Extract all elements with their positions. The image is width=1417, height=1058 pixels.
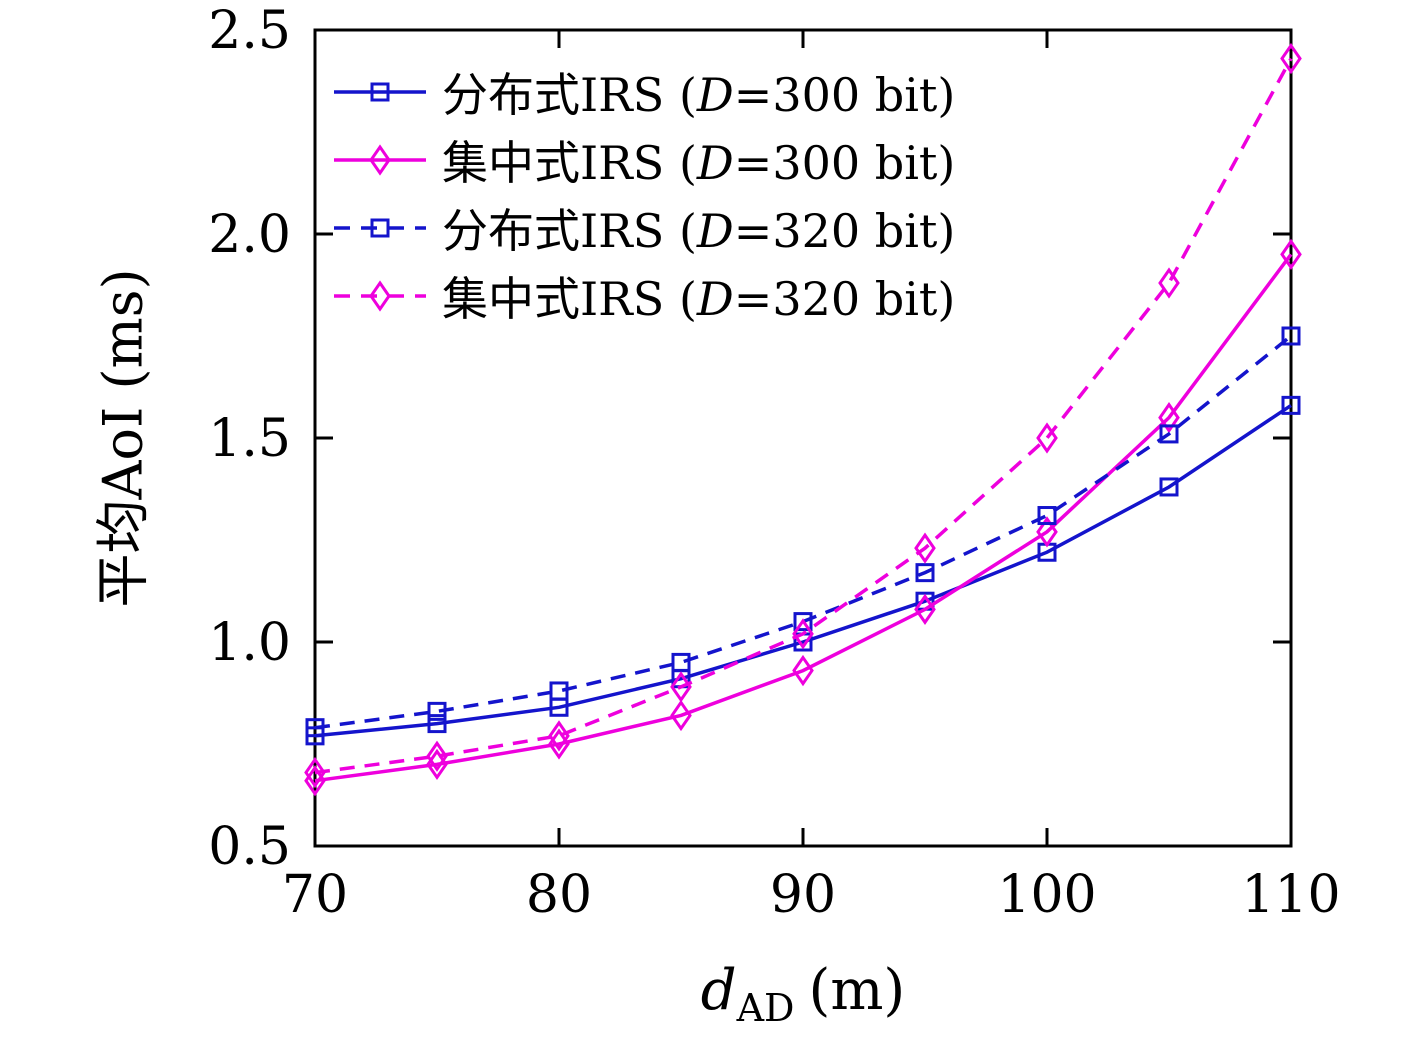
series-marker-diamond: [304, 756, 326, 789]
series-marker-diamond: [792, 654, 814, 687]
legend-label: 分布式IRS (D=300 bit): [442, 68, 956, 122]
x-tick-label: 70: [282, 865, 348, 925]
legend-label: 集中式IRS (D=300 bit): [442, 136, 956, 190]
series-marker-diamond: [914, 532, 936, 564]
series-marker-square: [549, 681, 569, 701]
legend-label: 分布式IRS (D=320 bit): [442, 204, 956, 258]
legend: 分布式IRS (D=300 bit) 集中式IRS (D=300 bit) 分布式I…: [332, 58, 955, 330]
series-marker-diamond: [1158, 401, 1180, 434]
series-marker-square: [305, 718, 325, 738]
legend-line-sample: [334, 82, 426, 102]
series-line: [314, 403, 1292, 738]
x-axis-label-var: d: [700, 958, 737, 1023]
legend-label: 集中式IRS (D=320 bit): [442, 272, 956, 326]
legend-item: 集中式IRS (D=300 bit): [332, 126, 955, 194]
series-marker-diamond: [1036, 422, 1058, 454]
series-marker-diamond: [1036, 516, 1058, 548]
series-marker-square: [1281, 395, 1301, 415]
series-marker-square: [1159, 477, 1179, 497]
legend-marker-diamond: [369, 144, 391, 176]
series-marker-diamond: [914, 593, 936, 625]
legend-marker-square: [370, 82, 390, 102]
series-line: [314, 253, 1293, 783]
x-tick-label: 80: [526, 865, 592, 925]
series-marker-diamond: [1280, 238, 1302, 271]
series-line: [314, 57, 1293, 775]
series-marker-square: [671, 652, 691, 672]
series-marker-diamond: [1280, 42, 1302, 75]
x-tick-label: 90: [770, 865, 836, 925]
series-marker-square: [793, 612, 813, 632]
series-marker-diamond: [670, 671, 692, 703]
x-tick-label: 110: [1241, 865, 1340, 925]
series-marker-square: [1159, 424, 1179, 444]
series-marker-square: [427, 714, 447, 734]
x-axis-label: dAD (m): [315, 958, 1291, 1030]
x-axis-label-subscript: AD: [736, 986, 795, 1031]
legend-line-sample: [334, 218, 426, 238]
y-axis-label: 平均AoI (ms): [91, 268, 155, 608]
legend-marker-diamond: [369, 280, 391, 312]
series-marker-diamond: [426, 740, 448, 772]
y-tick-label: 2.0: [208, 205, 291, 265]
legend-marker-square: [370, 218, 390, 238]
series-marker-diamond: [548, 720, 570, 752]
series-marker-square: [1281, 326, 1301, 346]
series-marker-diamond: [670, 699, 692, 732]
legend-item: 集中式IRS (D=320 bit): [332, 262, 955, 330]
y-tick-label: 1.5: [208, 409, 291, 469]
series-marker-diamond: [792, 618, 814, 650]
series-marker-square: [915, 563, 935, 583]
x-tick-label: 100: [997, 865, 1096, 925]
x-axis-label-unit: (m): [808, 958, 906, 1023]
legend-line-sample: [334, 144, 426, 176]
y-tick-label: 1.0: [208, 613, 291, 673]
legend-line-sample: [334, 280, 426, 312]
series-marker-square: [1037, 506, 1057, 526]
legend-item: 分布式IRS (D=300 bit): [332, 58, 955, 126]
y-tick-label: 2.5: [208, 1, 291, 61]
series-marker-diamond: [1158, 267, 1180, 299]
series-marker-square: [427, 701, 447, 721]
legend-item: 分布式IRS (D=320 bit): [332, 194, 955, 262]
y-tick-label: 0.5: [208, 817, 291, 877]
